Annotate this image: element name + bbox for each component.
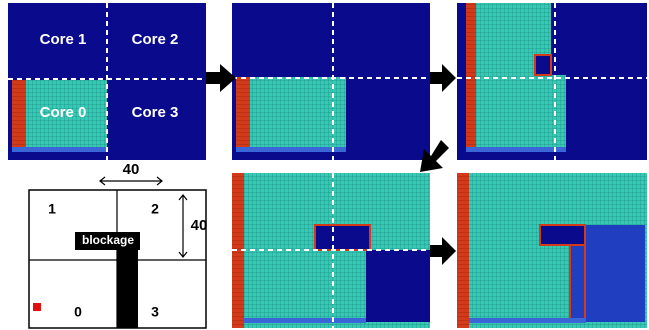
dimension-label: 40 <box>123 161 140 178</box>
region-label: 0 <box>74 304 82 320</box>
core-label: Core 2 <box>132 31 179 48</box>
region-label: 3 <box>151 304 159 320</box>
snapshot-3 <box>457 3 647 160</box>
figure: Core 1 Core 2 Core 0 Core 3 blockage 1 2… <box>0 0 649 330</box>
core-label: Core 0 <box>40 104 87 121</box>
region-label: 1 <box>48 201 56 217</box>
core-label: Core 3 <box>132 104 179 121</box>
snapshot-1: Core 1 Core 2 Core 0 Core 3 <box>8 3 206 160</box>
blockage-label: blockage <box>82 233 134 247</box>
snapshot-5 <box>457 173 647 328</box>
snapshot-2 <box>232 3 430 160</box>
region-label: 2 <box>151 201 159 217</box>
schematic: blockage 1 2 0 3 40 40 <box>29 161 207 328</box>
snapshot-4 <box>232 173 430 328</box>
dimension-label: 40 <box>191 217 208 234</box>
core-label: Core 1 <box>40 31 87 48</box>
